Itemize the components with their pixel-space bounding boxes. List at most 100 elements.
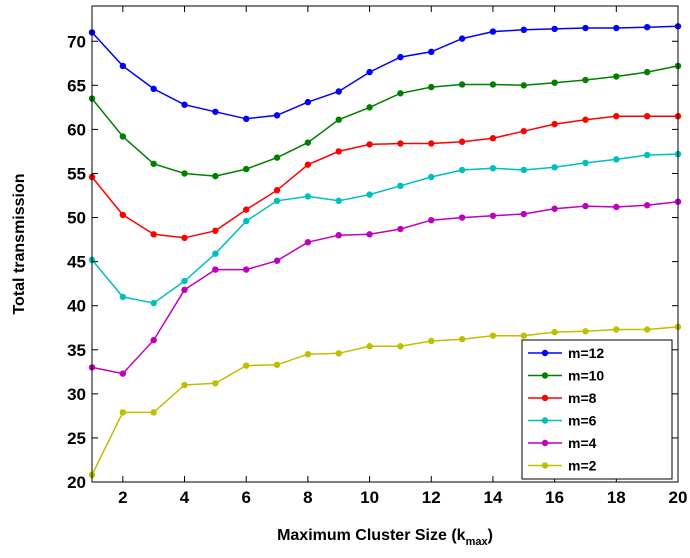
legend-marker <box>541 349 549 357</box>
data-point <box>582 116 589 123</box>
data-point <box>366 191 373 198</box>
data-point <box>304 161 312 168</box>
legend-item: m=12 <box>528 345 604 361</box>
data-point <box>212 172 219 180</box>
data-point <box>335 197 342 205</box>
x-tick-label: 8 <box>303 488 312 507</box>
data-point <box>428 48 435 56</box>
legend-label: m=2 <box>568 458 597 474</box>
x-axis-title-main: Maximum Cluster Size (k <box>277 527 466 544</box>
data-point <box>551 79 558 86</box>
data-point <box>335 231 342 239</box>
data-point <box>366 231 373 238</box>
series-m=8 <box>88 112 682 242</box>
data-point <box>119 133 127 140</box>
data-point <box>613 203 620 211</box>
data-point <box>520 82 527 89</box>
data-point <box>520 210 527 218</box>
series-line <box>91 25 679 120</box>
data-point <box>335 148 342 155</box>
legend-marker <box>541 394 549 402</box>
data-point <box>119 62 127 70</box>
y-tick-label: 45 <box>67 253 86 272</box>
legend-label: m=4 <box>568 435 597 451</box>
data-point <box>582 76 589 84</box>
data-point <box>181 286 188 294</box>
data-point <box>243 217 250 225</box>
data-point <box>243 165 250 173</box>
data-point <box>119 293 127 301</box>
data-point <box>304 139 312 146</box>
data-point <box>613 326 620 333</box>
series-layer <box>88 23 682 479</box>
data-point <box>397 90 404 97</box>
series-line <box>91 200 679 375</box>
data-point <box>273 154 281 161</box>
series-m=4 <box>88 198 682 377</box>
data-point <box>273 361 281 368</box>
data-point <box>551 205 558 212</box>
legend-marker <box>541 439 549 447</box>
data-point <box>397 53 404 61</box>
data-point <box>489 81 497 88</box>
data-point <box>366 68 373 76</box>
data-point <box>150 299 157 307</box>
x-tick-label: 18 <box>607 488 626 507</box>
data-point <box>304 193 312 200</box>
data-point <box>551 25 558 33</box>
data-point <box>212 108 219 115</box>
data-point <box>489 164 497 172</box>
data-point <box>304 350 312 358</box>
legend-marker <box>541 417 549 424</box>
data-point <box>643 23 651 31</box>
data-point <box>397 343 404 350</box>
data-point <box>335 116 342 123</box>
data-point <box>613 156 620 163</box>
legend-label: m=12 <box>568 345 604 361</box>
x-axis-title-subscript: max <box>466 536 489 548</box>
x-tick-label: 6 <box>241 488 250 507</box>
series-m=6 <box>88 150 682 307</box>
y-tick-label: 35 <box>67 341 86 360</box>
data-point <box>458 81 466 88</box>
y-tick-label: 50 <box>67 209 86 228</box>
data-point <box>458 214 466 221</box>
data-point <box>181 381 188 389</box>
data-point <box>551 328 558 336</box>
data-point <box>181 234 188 242</box>
data-point <box>304 98 312 106</box>
data-point <box>582 328 589 335</box>
data-point <box>520 26 527 33</box>
y-tick-label: 25 <box>67 429 86 448</box>
data-point <box>613 24 620 32</box>
data-point <box>150 231 157 238</box>
data-point <box>520 166 527 174</box>
series-line <box>91 153 679 304</box>
data-point <box>212 380 219 387</box>
data-point <box>335 88 342 95</box>
legend-label: m=10 <box>568 368 604 384</box>
legend-item: m=6 <box>528 413 597 429</box>
data-point <box>520 127 527 135</box>
data-point <box>150 336 157 344</box>
data-point <box>397 140 404 147</box>
x-axis-title: Maximum Cluster Size (kmax) <box>277 527 493 548</box>
data-point <box>119 409 127 416</box>
data-point <box>551 164 558 171</box>
data-point <box>643 112 651 120</box>
x-tick-label: 14 <box>483 488 502 507</box>
legend: m=12 m=10 m=8 m=6 m=4 m=2 <box>521 339 673 480</box>
y-axis-title: Total transmission <box>11 173 28 314</box>
x-tick-label: 20 <box>669 488 688 507</box>
data-point <box>643 68 651 76</box>
x-axis-title-close: ) <box>488 527 493 544</box>
legend-item: m=4 <box>528 435 597 451</box>
data-point <box>243 266 250 273</box>
legend-label: m=8 <box>568 390 597 406</box>
series-line <box>91 65 679 177</box>
x-tick-label: 12 <box>422 488 441 507</box>
y-tick-label: 55 <box>67 164 86 183</box>
data-point <box>458 35 466 42</box>
legend-marker <box>541 462 549 469</box>
